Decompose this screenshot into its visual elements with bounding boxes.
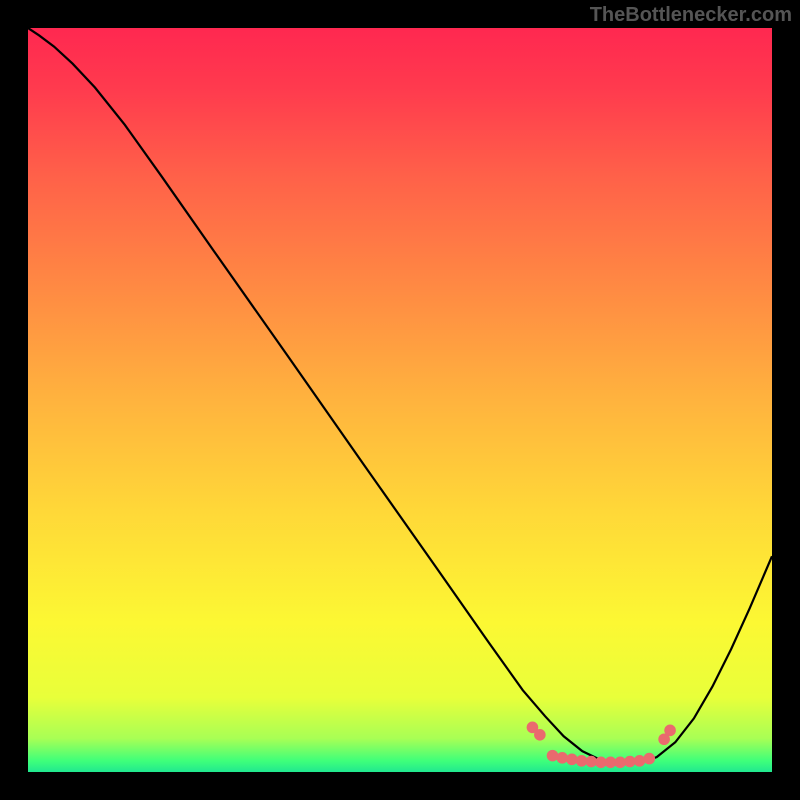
marker-dot	[634, 755, 646, 767]
marker-dot	[566, 754, 578, 766]
chart-container: TheBottlenecker.com	[0, 0, 800, 800]
marker-dot	[643, 753, 655, 765]
watermark-text: TheBottlenecker.com	[590, 4, 792, 27]
marker-dot	[547, 750, 559, 762]
marker-dot	[534, 729, 546, 741]
marker-dot	[556, 752, 568, 764]
marker-dot	[664, 725, 676, 737]
chart-background	[28, 28, 772, 772]
bottleneck-chart	[28, 28, 772, 772]
